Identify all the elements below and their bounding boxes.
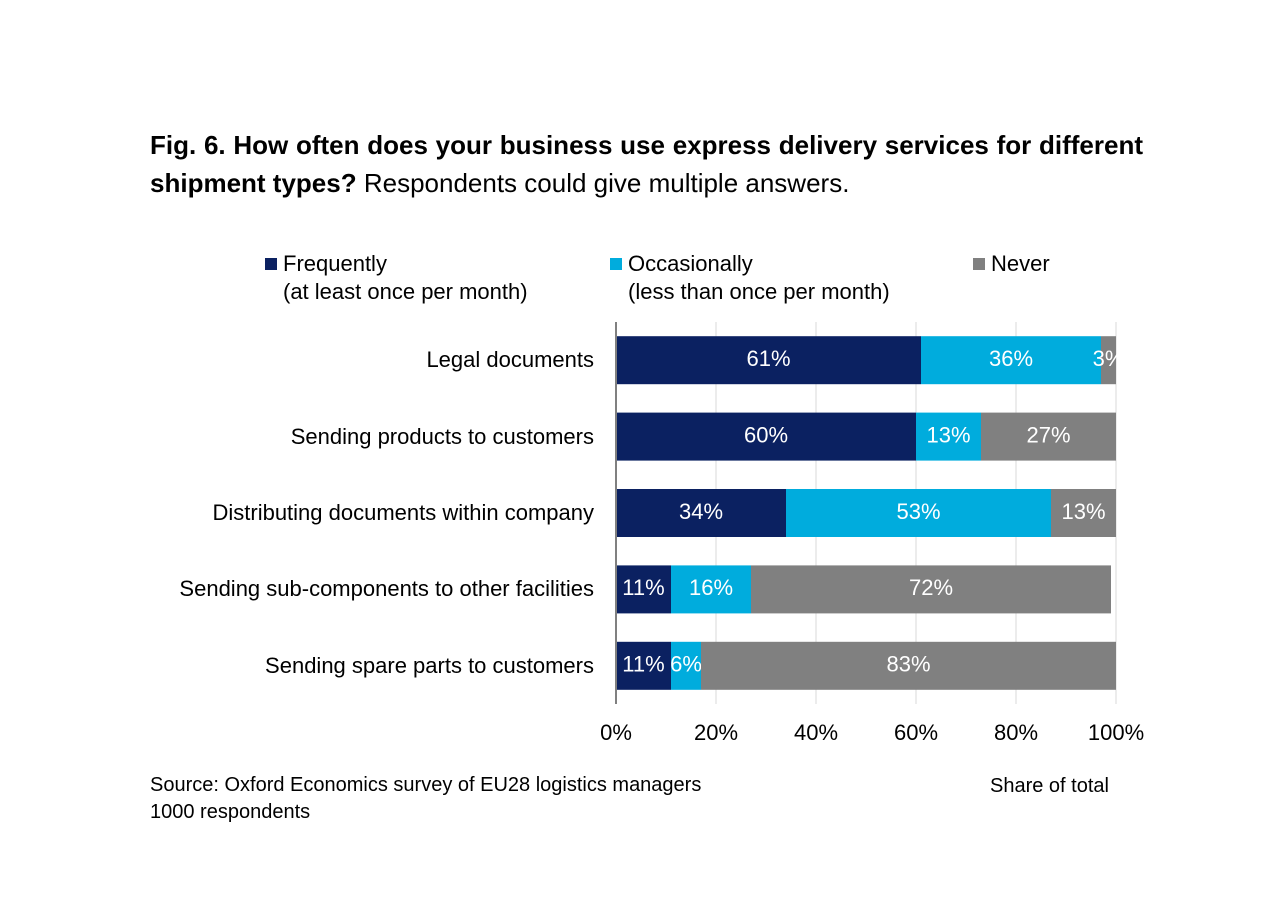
data-label: 53% (896, 499, 940, 524)
data-label: 6% (670, 652, 702, 677)
data-label: 60% (744, 422, 788, 447)
data-label: 11% (622, 652, 664, 677)
legend-label: Frequently (283, 251, 387, 276)
legend-detail: (at least once per month) (283, 279, 528, 304)
legend-label: Never (991, 251, 1050, 276)
bar-segment (701, 641, 1116, 690)
bar-segment (751, 565, 1111, 614)
data-label: 27% (1026, 422, 1070, 447)
y-tick-text: Legal documents (426, 347, 594, 373)
bar-segment (981, 412, 1116, 461)
y-tick-text: Sending sub-components to other faciliti… (179, 576, 594, 602)
data-label: 16% (689, 575, 733, 600)
bar-segment (671, 641, 701, 690)
x-tick-label: 20% (694, 720, 738, 745)
bar-segment (616, 489, 786, 537)
legend-detail: (less than once per month) (628, 279, 890, 304)
x-tick-label: 0% (600, 720, 632, 745)
data-label: 83% (886, 652, 930, 677)
y-tick-text: Sending spare parts to customers (265, 652, 594, 678)
source-note: 1000 respondents (150, 801, 311, 823)
y-tick-text: Distributing documents within company (212, 500, 594, 525)
x-tick-label: 100% (1088, 720, 1144, 745)
y-tick-label: Legal documents (426, 346, 594, 374)
data-label: 61% (746, 346, 790, 371)
bar-segment (616, 565, 671, 614)
legend-item: Occasionally (less than once per month) (610, 250, 890, 306)
legend-item: Never (973, 250, 1050, 278)
data-label: 11% (622, 575, 664, 600)
legend-swatch (265, 258, 277, 270)
data-label: 3% (1093, 346, 1125, 371)
source: Source: Oxford Economics survey of EU28 … (150, 774, 702, 796)
bar-segment (786, 489, 1051, 537)
x-tick-label: 80% (994, 720, 1038, 745)
data-label: 36% (989, 346, 1033, 371)
data-label: 34% (679, 499, 723, 524)
y-tick-text: Sending products to customers (290, 423, 594, 449)
bar-segment (916, 412, 981, 461)
legend-label: Occasionally (628, 251, 753, 276)
data-label: 72% (909, 575, 953, 600)
bar-segment (1051, 489, 1116, 537)
x-axis-label: Share of total (990, 775, 1109, 797)
legend-swatch (610, 258, 622, 270)
x-tick-label: 60% (894, 720, 938, 745)
y-tick-label: Sending sub-components to other faciliti… (179, 575, 594, 603)
bar-segment (616, 336, 921, 385)
bar-segment (616, 412, 916, 461)
x-tick-label: 40% (794, 720, 838, 745)
chart-subtitle: Respondents could give multiple answers. (363, 168, 850, 198)
bar-segment (921, 336, 1101, 385)
bar-segment (616, 641, 671, 690)
legend-swatch (973, 258, 985, 270)
bar-segment (671, 565, 751, 614)
y-tick-label: Distributing documents within company (212, 499, 594, 527)
y-tick-label: Sending products to customers (291, 423, 594, 451)
title-block: Fig. 6. How often does your business use… (150, 126, 1143, 202)
bar-segment (1101, 336, 1116, 385)
legend-item: Frequently (at least once per month) (265, 250, 528, 306)
y-tick-label: Sending spare parts to customers (265, 652, 594, 680)
data-label: 13% (926, 422, 970, 447)
data-label: 13% (1061, 499, 1105, 524)
chart-title: Fig. 6. How often does your business use… (150, 130, 1143, 198)
